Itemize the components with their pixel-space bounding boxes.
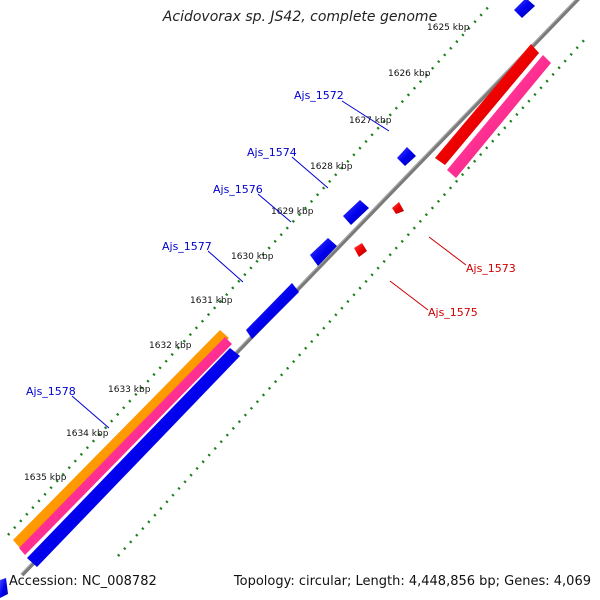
gene-label-ajs-1575[interactable]: Ajs_1575 — [428, 306, 478, 319]
blue-gene-long — [27, 348, 240, 567]
gene-ajs-1577[interactable] — [246, 283, 299, 339]
orange-feature — [13, 330, 229, 548]
gene-pink-long — [447, 55, 551, 178]
tick-label: 1629 kbp — [271, 207, 314, 217]
gene-top-blue — [514, 0, 535, 18]
pink-feature-lower — [19, 337, 232, 555]
label-leaders — [71, 100, 467, 429]
tick-label: 1628 kbp — [310, 162, 353, 172]
gene-corner-blue — [0, 578, 8, 598]
gene-label-ajs-1576[interactable]: Ajs_1576 — [213, 183, 263, 196]
genome-info-text: Topology: circular; Length: 4,448,856 bp… — [233, 574, 591, 589]
tick-label: 1627 kbp — [349, 116, 392, 126]
gene-ajs-1574[interactable] — [343, 200, 369, 225]
tick-track-outer — [7, 2, 493, 536]
gene-ajs-1573[interactable] — [392, 202, 404, 214]
tick-labels: 1625 kbp 1626 kbp 1627 kbp 1628 kbp 1629… — [24, 23, 470, 483]
gene-ajs-1575[interactable] — [354, 243, 367, 257]
gene-red-long — [435, 44, 539, 165]
gene-label-ajs-1577[interactable]: Ajs_1577 — [162, 240, 212, 253]
tick-label: 1630 kbp — [231, 252, 274, 262]
tick-label: 1633 kbp — [108, 385, 151, 395]
tick-label: 1626 kbp — [388, 69, 431, 79]
tick-label: 1634 kbp — [66, 429, 109, 439]
map-title: Acidovorax sp. JS42, complete genome — [162, 9, 438, 25]
tick-label: 1635 kbp — [24, 473, 67, 483]
gene-label-ajs-1574[interactable]: Ajs_1574 — [247, 146, 297, 159]
gene-ajs-1576[interactable] — [310, 238, 337, 266]
gene-label-ajs-1572[interactable]: Ajs_1572 — [294, 89, 344, 102]
tick-label: 1625 kbp — [427, 23, 470, 33]
tick-label: 1632 kbp — [149, 341, 192, 351]
tick-label: 1631 kbp — [190, 296, 233, 306]
gene-ajs-1572[interactable] — [397, 147, 416, 166]
gene-label-ajs-1573[interactable]: Ajs_1573 — [466, 262, 516, 275]
accession-text: Accession: NC_008782 — [9, 574, 157, 589]
gene-label-ajs-1578[interactable]: Ajs_1578 — [26, 385, 76, 398]
